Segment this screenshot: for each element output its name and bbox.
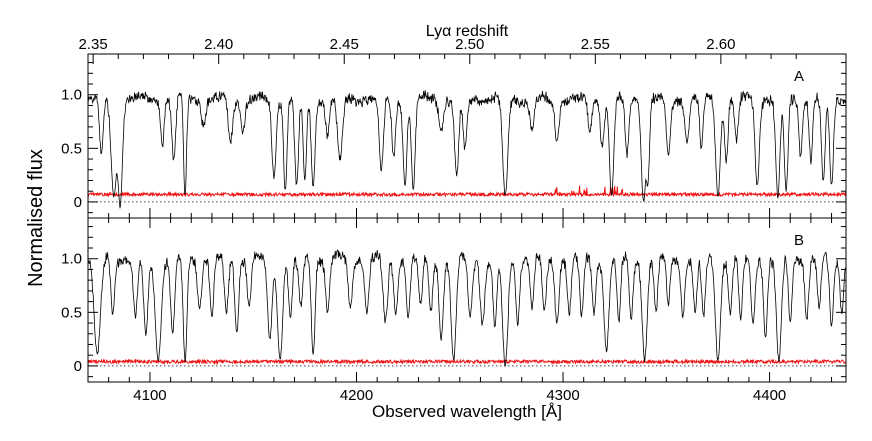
panel-a: 0 0.5 1.0 A bbox=[61, 53, 847, 219]
z-tick-label: 2.45 bbox=[330, 36, 359, 53]
top-axis-group: 2.35 2.40 2.45 2.50 2.55 2.60 bbox=[79, 36, 797, 64]
x-tick-label: 4100 bbox=[133, 387, 166, 404]
error-spectrum-b bbox=[88, 358, 846, 366]
z-tick-label: 2.55 bbox=[581, 36, 610, 53]
z-tick-label: 2.50 bbox=[455, 36, 484, 53]
y-tick-label: 1.0 bbox=[61, 87, 82, 104]
panel-label-b: B bbox=[794, 232, 804, 249]
error-spectrum-a bbox=[88, 185, 846, 198]
y-tick-label: 0.5 bbox=[61, 140, 82, 157]
panel-label-a: A bbox=[794, 68, 804, 85]
panels-group: 0 0.5 1.0 A 0 0.5 1.0 B bbox=[61, 53, 847, 383]
flux-spectrum-b bbox=[88, 249, 846, 367]
y-tick-label: 0 bbox=[74, 358, 82, 375]
panel-b: 0 0.5 1.0 B bbox=[61, 217, 847, 383]
x-tick-label: 4200 bbox=[340, 387, 373, 404]
x-tick-label: 4400 bbox=[753, 387, 786, 404]
top-axis-label: Lyα redshift bbox=[426, 23, 509, 40]
y-tick-label: 1.0 bbox=[61, 251, 82, 268]
y-tick-label: 0.5 bbox=[61, 304, 82, 321]
y-tick-label: 0 bbox=[74, 194, 82, 211]
z-tick-label: 2.35 bbox=[79, 36, 108, 53]
bottom-axis-group: 4100 4200 4300 4400 bbox=[133, 387, 786, 404]
x-tick-label: 4300 bbox=[546, 387, 579, 404]
y-axis-label: Normalised flux bbox=[25, 149, 47, 287]
z-tick-label: 2.40 bbox=[204, 36, 233, 53]
z-tick-label: 2.60 bbox=[706, 36, 735, 53]
panel-frame-b bbox=[87, 217, 847, 383]
flux-spectrum-a bbox=[88, 90, 846, 209]
x-axis-label: Observed wavelength [Å] bbox=[372, 402, 562, 421]
